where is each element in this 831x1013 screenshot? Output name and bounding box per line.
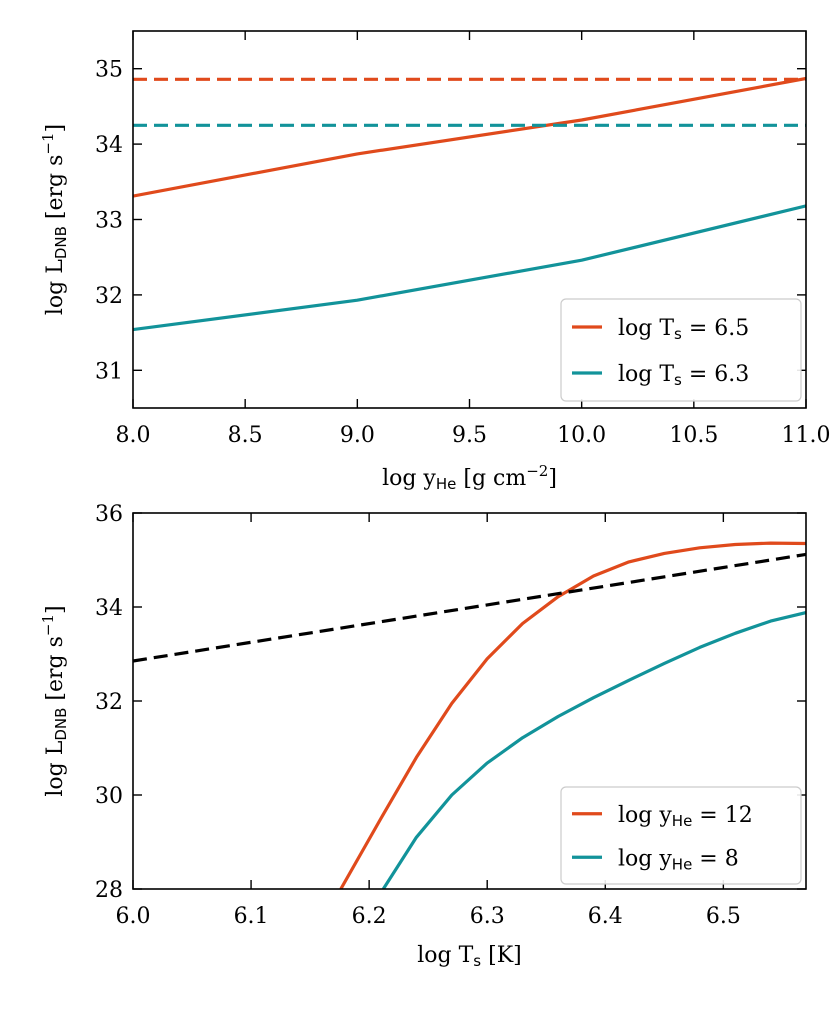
x-tick-label: 11.0 [782,423,831,448]
x-tick-label: 9.0 [340,423,375,448]
y-label-subscript: DNB [52,226,70,259]
y-tick-label: 36 [95,502,123,527]
legend-label-subscript: s [674,325,682,343]
legend-label-subscript: He [672,812,693,830]
series-line-1 [381,611,806,889]
y-label-end: ] [43,605,68,614]
x-label-main: log y [382,466,436,491]
legend-label-main: log T [618,362,674,387]
y-label-main: log L [43,740,68,796]
y-tick-label: 34 [95,596,123,621]
legend-label-main: log T [618,316,674,341]
legend-label: log yHe = 8 [618,846,739,873]
x-tick-label: 10.0 [557,423,606,448]
y-axis-label: log LDNB [erg s−1] [39,605,70,796]
y-label-end: ] [43,124,68,133]
x-label-units: [K] [481,943,522,968]
legend-label: log Ts = 6.3 [618,362,749,389]
y-tick-label: 34 [95,133,123,158]
series-line-1 [133,204,806,332]
y-axis-label: log LDNB [erg s−1] [39,124,70,315]
legend-label-rest: = 6.3 [682,362,749,387]
x-label-main: log T [417,943,473,968]
y-label-superscript: −1 [39,132,57,154]
series-group [133,76,806,332]
series-line-0 [339,541,806,889]
x-tick-label: 6.5 [706,904,741,929]
y-tick-label: 28 [95,878,123,903]
legend-box [560,786,802,885]
x-tick-label: 6.1 [234,904,269,929]
x-tick-label: 8.5 [228,423,263,448]
x-axis-label: log yHe [g cm−2] [382,462,557,493]
x-tick-label: 6.2 [352,904,387,929]
y-tick-label: 33 [95,209,123,234]
y-tick-label: 30 [95,784,123,809]
y-label-main: log L [43,259,68,315]
x-tick-label: 6.0 [116,904,151,929]
legend-label-main: log y [618,846,672,871]
y-tick-label: 32 [95,284,123,309]
x-label-superscript: −2 [526,462,548,480]
legend-label-subscript: s [674,371,682,389]
legend-label-main: log y [618,803,672,828]
dashed-line-2 [133,552,806,663]
x-tick-label: 6.3 [470,904,505,929]
series-line-0 [133,76,806,198]
x-axis-label: log Ts [K] [417,943,521,970]
x-label-subscript: s [473,952,481,970]
x-label-end: ] [548,466,557,491]
legend-label-rest: = 6.5 [682,316,749,341]
y-label-units: [erg s [43,636,68,707]
legend-label-rest: = 12 [692,803,752,828]
y-label-units: [erg s [43,155,68,226]
series-group [133,541,806,889]
y-tick-label: 32 [95,690,123,715]
y-label-superscript: −1 [39,614,57,636]
x-label-subscript: He [436,475,457,493]
legend-label: log Ts = 6.5 [618,316,749,343]
x-tick-label: 10.5 [669,423,718,448]
y-tick-label: 35 [95,58,123,83]
legend-box [560,298,802,402]
x-tick-label: 8.0 [116,423,151,448]
legend-label-rest: = 8 [692,846,738,871]
top-panel: 8.0 8.5 9.0 9.5 10.0 10.5 11.0 31 32 33 34 35 log yH… [39,30,831,493]
x-tick-label: 9.5 [452,423,487,448]
x-tick-label: 6.4 [588,904,623,929]
y-tick-label: 31 [95,359,123,384]
x-label-units: [g cm [456,466,526,491]
legend-label: log yHe = 12 [618,803,753,830]
legend-label-subscript: He [672,855,693,873]
y-label-subscript: DNB [52,708,70,741]
